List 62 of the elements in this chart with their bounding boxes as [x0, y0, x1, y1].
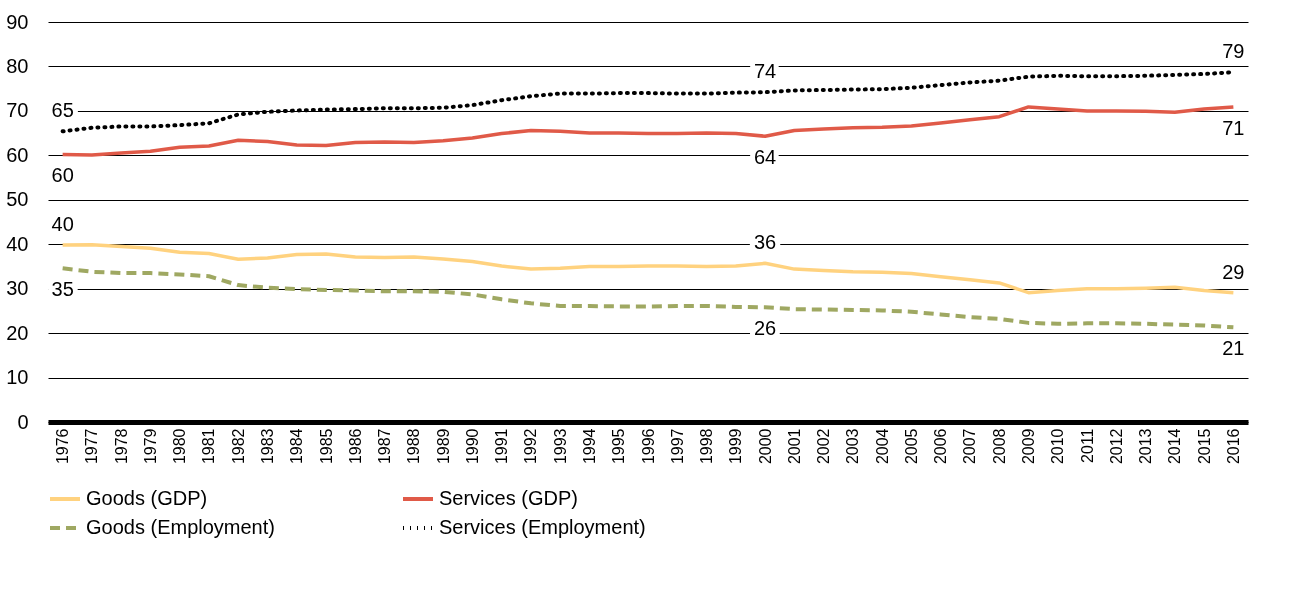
- x-tick-label: 2003: [844, 428, 862, 465]
- x-tick-label: 1984: [288, 428, 306, 465]
- x-tick-label: 2000: [756, 428, 774, 465]
- y-tick-label: 40: [6, 232, 29, 255]
- x-tick-label: 1985: [317, 428, 335, 465]
- x-tick-label: 1977: [83, 428, 101, 465]
- legend-label: Goods (Employment): [86, 516, 275, 538]
- x-tick-label: 1986: [346, 428, 364, 465]
- y-tick-label: 50: [6, 188, 29, 211]
- x-tick-label: 1982: [229, 428, 247, 465]
- annotation: 79: [1222, 40, 1245, 63]
- x-tick-label: 2010: [1049, 428, 1067, 465]
- x-tick-label: 1999: [727, 428, 745, 465]
- legend-label: Goods (GDP): [86, 487, 208, 509]
- x-tick-label: 1993: [551, 428, 569, 465]
- x-tick-label: 2005: [902, 428, 920, 465]
- annotation: 60: [51, 164, 74, 187]
- x-tick-label: 2011: [1078, 428, 1096, 463]
- x-tick-label: 2007: [961, 428, 979, 465]
- x-tick-label: 1994: [580, 428, 598, 465]
- x-tick-label: 1983: [259, 428, 277, 465]
- x-tick-label: 2012: [1107, 428, 1125, 465]
- y-tick-label: 20: [6, 321, 29, 344]
- annotation: 74: [753, 60, 777, 83]
- x-tick-label: 1980: [171, 428, 189, 465]
- x-tick-label: 1997: [668, 428, 686, 465]
- y-tick-label: 0: [17, 410, 29, 433]
- x-tick-label: 1976: [54, 428, 72, 465]
- x-tick-label: 2002: [815, 428, 833, 465]
- x-tick-label: 1992: [522, 428, 540, 465]
- x-tick-label: 1988: [405, 428, 423, 465]
- x-tick-label: 2006: [932, 428, 950, 465]
- x-tick-label: 1995: [610, 428, 628, 465]
- x-tick-label: 2001: [785, 428, 803, 465]
- x-tick-label: 2009: [1019, 428, 1037, 465]
- y-tick-label: 30: [6, 277, 29, 300]
- x-tick-label: 2004: [873, 428, 891, 465]
- annotation: 21: [1222, 337, 1245, 360]
- x-tick-label: 1990: [463, 428, 481, 465]
- x-tick-label: 1979: [141, 428, 159, 465]
- x-tick-label: 1996: [639, 428, 657, 465]
- x-tick-label: 2013: [1137, 428, 1155, 465]
- x-tick-label: 1998: [698, 428, 716, 465]
- x-tick-label: 1981: [200, 428, 218, 465]
- x-tick-label: 1989: [434, 428, 452, 465]
- y-tick-label: 70: [6, 99, 29, 122]
- annotation: 29: [1222, 260, 1245, 283]
- x-tick-label: 2016: [1224, 428, 1242, 465]
- annotation: 71: [1222, 116, 1245, 139]
- legend-label: Services (Employment): [439, 516, 646, 538]
- x-tick-label: 2015: [1195, 428, 1213, 465]
- y-tick-label: 80: [6, 54, 29, 77]
- x-tick-label: 1991: [493, 428, 511, 465]
- x-tick-label: 1978: [112, 428, 130, 465]
- x-tick-label: 2014: [1166, 428, 1184, 465]
- y-tick-label: 10: [6, 366, 29, 389]
- y-tick-label: 90: [6, 10, 29, 33]
- y-tick-label: 60: [6, 143, 29, 166]
- legend-label: Services (GDP): [439, 487, 578, 509]
- annotation: 40: [51, 213, 74, 236]
- x-tick-label: 2008: [990, 428, 1008, 465]
- x-tick-label: 1987: [376, 428, 394, 465]
